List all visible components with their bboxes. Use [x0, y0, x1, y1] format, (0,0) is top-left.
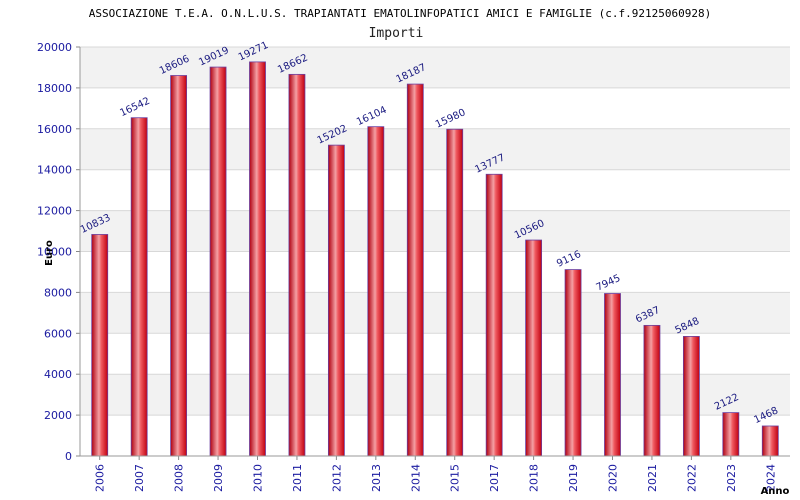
x-tick-label-2022: 2022 — [685, 464, 698, 492]
grid-band — [80, 128, 790, 170]
x-tick-label-2024: 2024 — [764, 464, 777, 492]
bar-2006 — [91, 234, 109, 457]
bar-2015 — [446, 128, 464, 457]
y-tick-label: 16000 — [37, 123, 72, 136]
bar-2021 — [643, 324, 661, 457]
data-label-2020: 7945 — [595, 273, 623, 294]
bar-2017 — [485, 173, 503, 457]
bar-2018 — [525, 239, 543, 457]
x-tick-label-2020: 2020 — [607, 464, 620, 492]
plot-background — [80, 47, 790, 416]
bar-2010 — [249, 61, 266, 457]
x-tick-label-2008: 2008 — [173, 464, 186, 492]
bar-2013 — [367, 126, 385, 457]
x-tick-label-2021: 2021 — [646, 464, 659, 492]
grid-band — [80, 292, 790, 334]
x-tick-label-2018: 2018 — [528, 464, 541, 492]
y-tick-label: 4000 — [44, 368, 72, 381]
x-tick-label-2007: 2007 — [133, 464, 146, 492]
x-tick-label-2019: 2019 — [567, 464, 580, 492]
y-tick-label: 8000 — [44, 286, 72, 299]
x-tick-label-2006: 2006 — [94, 464, 107, 492]
y-tick-label: 2000 — [44, 409, 72, 422]
bar-2024 — [761, 425, 779, 457]
y-tick-label: 14000 — [37, 164, 72, 177]
bar-2019 — [564, 269, 582, 457]
grid-band — [80, 374, 790, 416]
y-axis-ticks: 0 2000 4000 6000 8000 10000 12000 14000 16000 180… — [37, 41, 80, 463]
bar-2012 — [327, 144, 345, 457]
grid-band — [80, 210, 790, 252]
x-tick-label-2011: 2011 — [291, 464, 304, 492]
y-tick-label: 6000 — [44, 327, 72, 340]
y-tick-label: 20000 — [37, 41, 72, 54]
bar-2007 — [130, 117, 148, 457]
x-tick-label-2012: 2012 — [330, 464, 343, 492]
x-tick-label-2015: 2015 — [449, 464, 462, 492]
data-label-2015: 15980 — [434, 107, 467, 130]
chart-title: ASSOCIAZIONE T.E.A. O.N.L.U.S. TRAPIANTA… — [89, 7, 712, 20]
bar-2008 — [170, 75, 188, 457]
bar-2020 — [604, 293, 621, 457]
y-tick-label: 12000 — [37, 205, 72, 218]
bar-2022 — [682, 336, 700, 457]
bar-2014 — [406, 83, 424, 457]
axes — [79, 47, 790, 457]
data-label-2007: 16542 — [118, 96, 151, 119]
data-label-2013: 16104 — [355, 105, 388, 128]
x-axis-ticks: 2006 2007 2008 2009 2010 2011 2012 2013 2014 2015… — [94, 456, 777, 492]
data-label-2019: 9116 — [555, 249, 583, 270]
x-tick-label-2009: 2009 — [212, 464, 225, 492]
chart-subtitle: Importi — [369, 26, 424, 41]
bar-2023 — [722, 412, 740, 457]
gridlines — [80, 46, 790, 457]
grid-band — [80, 47, 790, 88]
bars — [91, 61, 779, 457]
bar-2009 — [209, 66, 227, 457]
x-tick-label-2014: 2014 — [409, 464, 422, 492]
x-tick-label-2013: 2013 — [370, 464, 383, 492]
y-tick-label: 18000 — [37, 82, 72, 95]
y-tick-label: 10000 — [37, 246, 72, 259]
x-tick-label-2017: 2017 — [488, 464, 501, 492]
x-axis-label: Anno — [761, 486, 790, 497]
x-tick-label-2023: 2023 — [725, 464, 738, 492]
x-tick-label-2010: 2010 — [252, 464, 265, 492]
y-tick-label: 0 — [65, 450, 72, 463]
bar-2011 — [288, 73, 306, 457]
y-axis-label: Euro — [44, 240, 55, 266]
